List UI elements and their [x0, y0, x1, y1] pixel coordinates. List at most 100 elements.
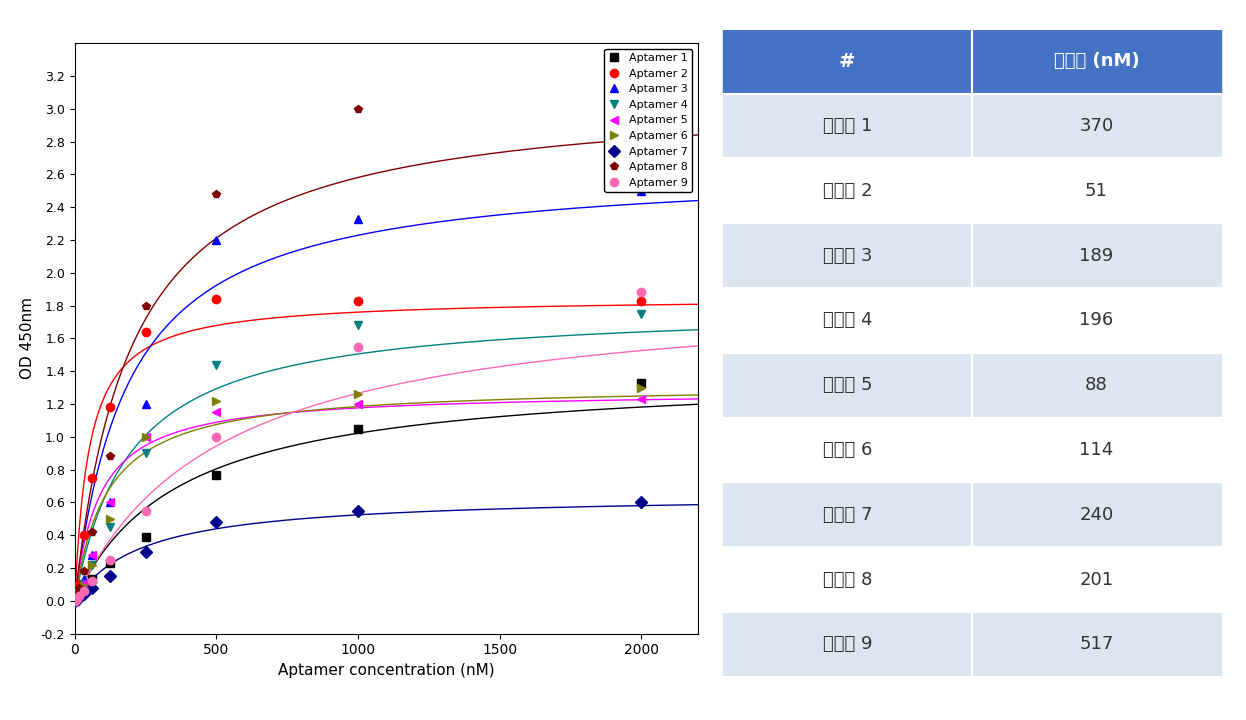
Aptamer 7 — [209, 518, 224, 526]
Text: 결합력 (nM): 결합력 (nM) — [1054, 53, 1139, 71]
Line: Aptamer 2: Aptamer 2 — [71, 295, 645, 605]
Aptamer 2 — [350, 297, 365, 305]
Aptamer 6 — [72, 590, 87, 598]
Text: 201: 201 — [1079, 571, 1114, 589]
Bar — [723, 158, 972, 223]
Aptamer 5 — [634, 395, 649, 403]
Aptamer 3 — [70, 592, 85, 600]
Bar — [723, 482, 972, 547]
Aptamer 9 — [209, 433, 224, 441]
Aptamer 8 — [350, 104, 365, 113]
Aptamer 2 — [67, 596, 82, 605]
Aptamer 2 — [76, 531, 91, 539]
Aptamer 1 — [102, 559, 117, 567]
Line: Aptamer 7: Aptamer 7 — [71, 498, 645, 605]
Aptamer 6 — [67, 596, 82, 605]
Bar — [972, 288, 1221, 353]
Bar — [723, 547, 972, 612]
Aptamer 5 — [350, 400, 365, 408]
Aptamer 3 — [350, 215, 365, 223]
Aptamer 4 — [209, 360, 224, 369]
Text: 앝타머 2: 앝타머 2 — [822, 182, 872, 200]
Text: 앝타머 6: 앝타머 6 — [822, 441, 872, 459]
Aptamer 7 — [634, 498, 649, 507]
Aptamer 4 — [76, 580, 91, 589]
Bar — [972, 612, 1221, 677]
Text: #: # — [839, 52, 856, 71]
Aptamer 7 — [67, 596, 82, 605]
Aptamer 5 — [70, 593, 85, 602]
Bar — [723, 612, 972, 677]
Aptamer 8 — [85, 528, 100, 536]
Bar — [723, 288, 972, 353]
Text: 88: 88 — [1085, 377, 1108, 395]
Aptamer 3 — [67, 596, 82, 605]
Aptamer 9 — [634, 288, 649, 297]
Aptamer 4 — [634, 310, 649, 318]
Aptamer 3 — [634, 186, 649, 195]
Aptamer 7 — [350, 506, 365, 515]
Line: Aptamer 3: Aptamer 3 — [71, 186, 645, 605]
Aptamer 8 — [102, 452, 117, 461]
Text: 앝타머 7: 앝타머 7 — [822, 506, 872, 524]
Aptamer 4 — [102, 523, 117, 531]
Aptamer 2 — [209, 294, 224, 303]
Text: 189: 189 — [1079, 247, 1114, 265]
Text: 앝타머 4: 앝타머 4 — [822, 311, 872, 330]
Line: Aptamer 1: Aptamer 1 — [71, 379, 645, 605]
Aptamer 5 — [102, 498, 117, 507]
Aptamer 9 — [72, 592, 87, 600]
Aptamer 8 — [76, 567, 91, 575]
Aptamer 3 — [76, 575, 91, 584]
Aptamer 1 — [85, 575, 100, 584]
Aptamer 2 — [85, 474, 100, 482]
Text: 51: 51 — [1085, 182, 1108, 200]
Bar — [972, 482, 1221, 547]
Bar — [723, 94, 972, 158]
Aptamer 4 — [70, 593, 85, 602]
Aptamer 9 — [67, 596, 82, 605]
Aptamer 4 — [350, 321, 365, 330]
Text: 517: 517 — [1079, 636, 1114, 654]
Legend: Aptamer 1, Aptamer 2, Aptamer 3, Aptamer 4, Aptamer 5, Aptamer 6, Aptamer 7, Apt: Aptamer 1, Aptamer 2, Aptamer 3, Aptamer… — [604, 49, 693, 192]
Aptamer 1 — [138, 533, 153, 541]
Bar — [972, 547, 1221, 612]
Aptamer 5 — [209, 408, 224, 416]
Aptamer 5 — [67, 596, 82, 605]
Text: 240: 240 — [1079, 506, 1114, 524]
Text: 앝타머 8: 앝타머 8 — [822, 571, 872, 589]
Text: 114: 114 — [1079, 441, 1114, 459]
Bar — [972, 158, 1221, 223]
Aptamer 9 — [350, 342, 365, 351]
Aptamer 3 — [138, 400, 153, 408]
Aptamer 8 — [70, 590, 85, 598]
Aptamer 2 — [72, 580, 87, 589]
Aptamer 2 — [70, 590, 85, 598]
Text: 앝타머 5: 앝타머 5 — [822, 377, 872, 395]
Line: Aptamer 9: Aptamer 9 — [71, 288, 645, 605]
Aptamer 5 — [85, 551, 100, 559]
Text: 앝타머 1: 앝타머 1 — [822, 117, 872, 135]
Aptamer 1 — [72, 590, 87, 598]
Aptamer 7 — [72, 593, 87, 602]
Text: 앝타머 9: 앝타머 9 — [822, 636, 872, 654]
Aptamer 9 — [76, 587, 91, 595]
Aptamer 6 — [70, 593, 85, 602]
Bar — [723, 29, 972, 94]
Aptamer 6 — [634, 383, 649, 392]
Aptamer 9 — [85, 577, 100, 585]
Aptamer 2 — [634, 297, 649, 305]
Aptamer 5 — [138, 433, 153, 441]
Aptamer 7 — [70, 595, 85, 603]
Aptamer 1 — [634, 379, 649, 387]
Bar — [723, 353, 972, 418]
Aptamer 4 — [72, 588, 87, 597]
Aptamer 9 — [138, 506, 153, 515]
Aptamer 4 — [67, 596, 82, 605]
Bar — [972, 223, 1221, 288]
Bar — [972, 418, 1221, 482]
Aptamer 6 — [76, 582, 91, 590]
Text: 196: 196 — [1079, 311, 1114, 330]
Bar — [972, 29, 1221, 94]
Aptamer 9 — [70, 595, 85, 603]
